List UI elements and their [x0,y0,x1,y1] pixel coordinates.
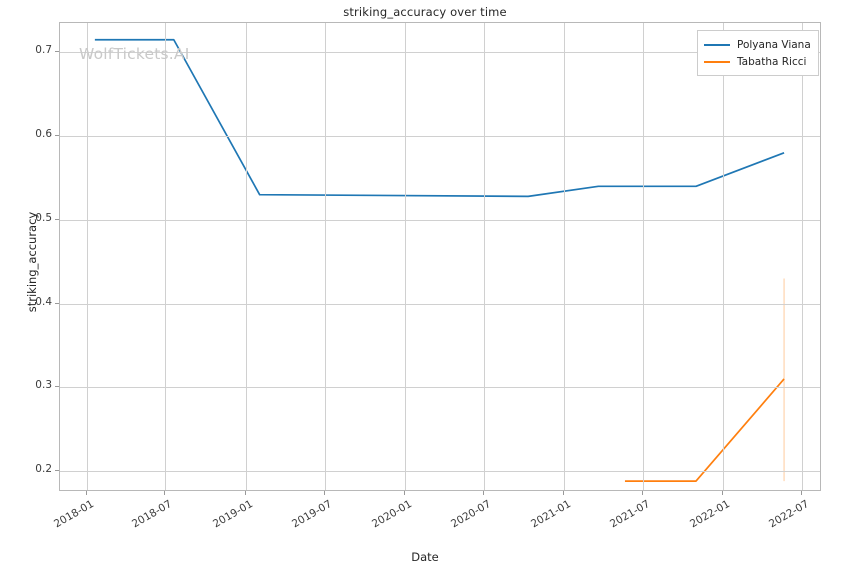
data-series-layer [94,38,785,482]
plot-area [59,22,821,491]
x-tick-label: 2022-07 [767,498,812,531]
legend-swatch-icon [704,60,730,63]
y-tick-mark [55,51,59,53]
x-tick-label: 2020-07 [449,498,494,531]
gridline-horizontal [60,219,820,221]
x-tick-label: 2020-01 [369,498,414,531]
gridline-vertical [723,23,725,490]
y-tick-mark [55,386,59,388]
y-tick-mark [55,135,59,137]
x-tick-mark [323,491,325,495]
x-tick-mark [244,491,246,495]
gridline-horizontal [60,136,820,138]
x-tick-label: 2019-07 [289,498,334,531]
x-tick-label: 2021-01 [529,498,574,531]
gridline-vertical [324,23,326,490]
y-tick-mark [55,218,59,220]
chart-legend: Polyana Viana Tabatha Ricci [697,30,819,76]
gridline-vertical [245,23,247,490]
gridline-horizontal [60,387,820,389]
y-tick-label: 0.2 [35,463,52,476]
gridline-vertical [564,23,566,490]
x-tick-label: 2018-01 [51,498,96,531]
legend-label: Tabatha Ricci [737,55,807,68]
x-tick-mark [164,491,166,495]
legend-entry: Polyana Viana [704,36,811,53]
legend-entry: Tabatha Ricci [704,53,811,70]
x-tick-mark [85,491,87,495]
x-tick-mark [563,491,565,495]
y-axis-tick-labels: 0.2 0.3 0.4 0.5 0.6 0.7 [0,0,52,575]
chart-title: striking_accuracy over time [343,5,507,19]
x-tick-mark [483,491,485,495]
y-tick-label: 0.7 [35,44,52,57]
y-tick-label: 0.6 [35,128,52,141]
gridline-horizontal [60,471,820,473]
x-tick-mark [722,491,724,495]
x-tick-mark [642,491,644,495]
x-tick-mark [801,491,803,495]
x-tick-label: 2018-07 [130,498,175,531]
gridline-horizontal [60,303,820,305]
series-line-2 [624,378,785,482]
x-tick-mark [403,491,405,495]
gridline-vertical [643,23,645,490]
x-tick-label: 2019-01 [210,498,255,531]
y-tick-mark [55,470,59,472]
gridline-horizontal [60,52,820,54]
gridline-vertical [484,23,486,490]
gridline-vertical [165,23,167,490]
x-tick-label: 2022-01 [688,498,733,531]
legend-label: Polyana Viana [737,38,811,51]
series-line-1 [94,38,785,198]
y-tick-mark [55,302,59,304]
x-tick-label: 2021-07 [608,498,653,531]
y-tick-label: 0.4 [35,295,52,308]
gridline-vertical [802,23,804,490]
gridline-vertical [404,23,406,490]
y-tick-label: 0.3 [35,379,52,392]
y-tick-label: 0.5 [35,211,52,224]
x-axis-label: Date [411,550,439,564]
gridline-vertical [86,23,88,490]
legend-swatch-icon [704,43,730,46]
